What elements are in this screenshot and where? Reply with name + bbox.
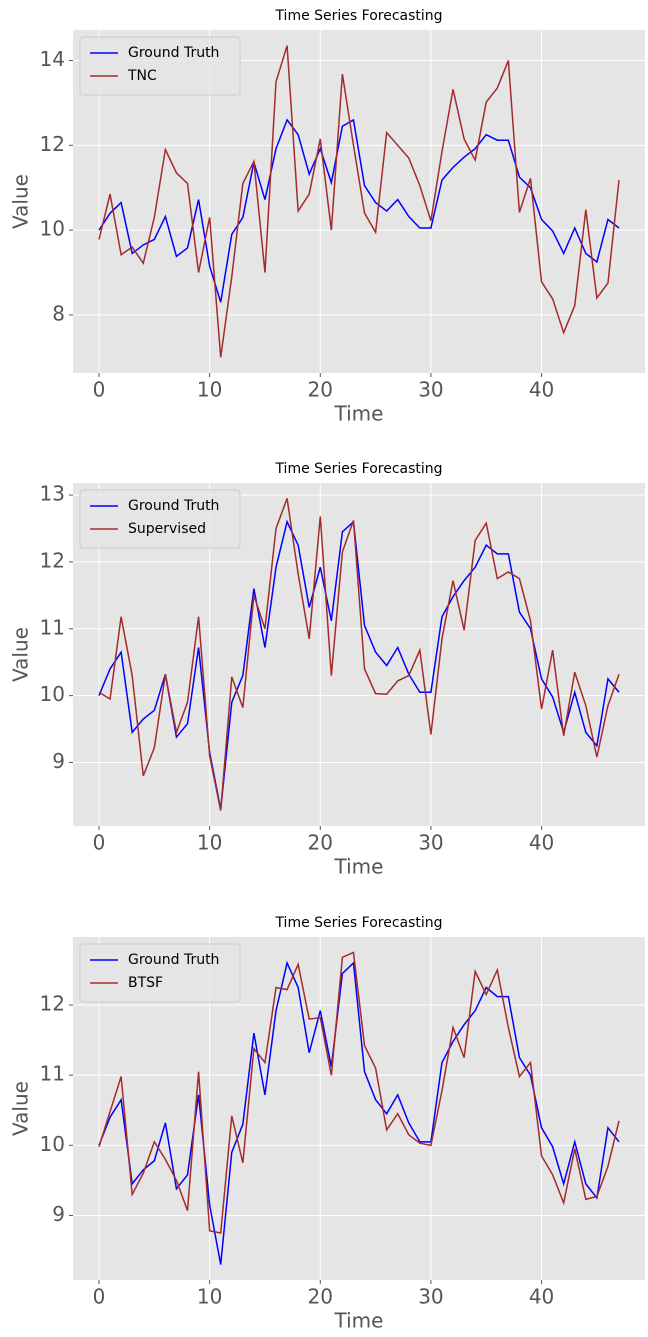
series-line xyxy=(98,498,620,811)
legend-box xyxy=(79,36,241,96)
chart-title: Time Series Forecasting xyxy=(274,461,442,477)
series-line xyxy=(98,45,620,358)
series-line xyxy=(98,951,620,1234)
x-tick-label: 0 xyxy=(93,378,106,402)
legend-label: TNC xyxy=(127,68,157,84)
legend-box xyxy=(79,489,241,549)
y-axis-label: Value xyxy=(9,627,33,682)
y-tick-label: 12 xyxy=(40,548,65,572)
x-axis-label: Time xyxy=(334,402,384,426)
legend-label: Supervised xyxy=(128,521,206,537)
legend-label: Ground Truth xyxy=(128,498,219,514)
x-tick-label: 10 xyxy=(197,831,222,855)
x-tick-label: 20 xyxy=(308,831,333,855)
y-tick-label: 10 xyxy=(40,682,65,706)
y-tick-label: 8 xyxy=(52,301,65,325)
chart-title: Time Series Forecasting xyxy=(274,915,442,931)
x-tick-label: 30 xyxy=(418,831,443,855)
y-tick-label: 11 xyxy=(40,1062,65,1086)
x-tick-label: 0 xyxy=(93,1285,106,1309)
x-tick-label: 0 xyxy=(93,831,106,855)
x-axis-label: Time xyxy=(334,855,384,879)
y-tick-label: 9 xyxy=(52,749,65,773)
x-tick-label: 10 xyxy=(197,1285,222,1309)
chart-title: Time Series Forecasting xyxy=(274,8,442,24)
x-tick-label: 20 xyxy=(308,378,333,402)
y-axis-label: Value xyxy=(9,1081,33,1136)
y-tick-label: 9 xyxy=(52,1202,65,1226)
x-axis-label: Time xyxy=(334,1309,384,1333)
y-tick-label: 10 xyxy=(40,217,65,241)
y-tick-label: 12 xyxy=(40,992,65,1016)
x-tick-label: 10 xyxy=(197,378,222,402)
y-tick-label: 12 xyxy=(40,132,65,156)
legend-label: Ground Truth xyxy=(128,952,219,968)
x-tick-label: 30 xyxy=(418,1285,443,1309)
y-axis-label: Value xyxy=(9,174,33,229)
x-tick-label: 40 xyxy=(529,378,554,402)
y-tick-label: 14 xyxy=(40,47,65,71)
y-tick-label: 10 xyxy=(40,1132,65,1156)
x-tick-label: 40 xyxy=(529,1285,554,1309)
legend-label: BTSF xyxy=(128,975,163,991)
x-tick-label: 20 xyxy=(308,1285,333,1309)
legend-label: Ground Truth xyxy=(128,45,219,61)
legend-box xyxy=(79,943,241,1003)
x-tick-label: 40 xyxy=(529,831,554,855)
y-tick-label: 13 xyxy=(40,482,65,506)
x-tick-label: 30 xyxy=(418,378,443,402)
y-tick-label: 11 xyxy=(40,615,65,639)
